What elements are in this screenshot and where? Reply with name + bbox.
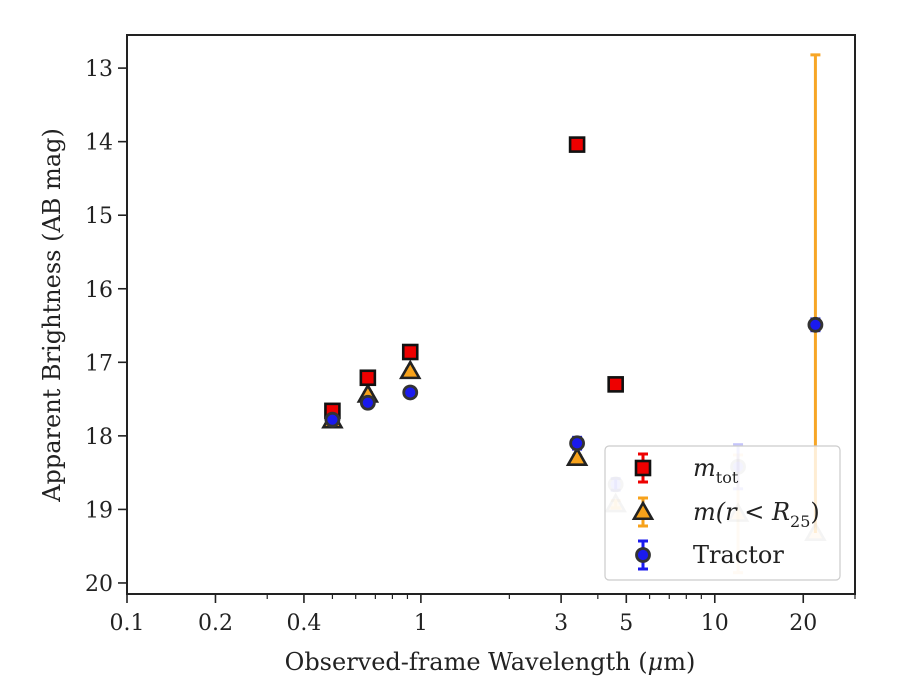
data-point-m_tot: [401, 343, 419, 361]
x-tick-label: 5: [619, 611, 633, 636]
marker-circle: [402, 384, 419, 401]
x-axis-ticks: 0.1 0.2 0.4 1 3 5 10 20: [110, 594, 856, 636]
marker-square: [568, 136, 586, 153]
legend-marker-m_tot: [634, 459, 652, 477]
y-tick-label: 20: [85, 572, 113, 597]
data-point-tractor: [402, 384, 419, 401]
legend-label-m-tot: mtot: [693, 454, 739, 487]
marker-circle: [359, 394, 376, 411]
legend-label-tractor: Tractor: [693, 541, 784, 569]
y-tick-label: 18: [85, 425, 113, 450]
legend-marker-m_r25: [631, 500, 655, 521]
legend-markers: [631, 452, 655, 571]
data-point-tractor: [359, 394, 376, 411]
legend-box: [604, 445, 841, 581]
data-point-m_r25: [565, 446, 589, 466]
x-axis-label: Observed-frame Wavelength (μm): [285, 648, 696, 676]
x-tick-label: 0.4: [286, 611, 321, 636]
data-point-m_r25: [399, 359, 422, 380]
marker-triangle: [399, 359, 422, 380]
y-tick-label: 15: [85, 204, 113, 229]
x-tick-label: 3: [554, 611, 568, 636]
data-point-tractor: [807, 316, 824, 333]
marker-triangle: [565, 446, 589, 466]
marker-square: [359, 369, 377, 387]
data-point-m_tot: [359, 369, 377, 387]
x-tick-label: 0.1: [110, 611, 145, 636]
y-tick-label: 19: [85, 498, 113, 523]
x-tick-label: 1: [414, 611, 428, 636]
y-tick-label: 13: [85, 57, 113, 82]
marker-circle: [635, 547, 651, 563]
y-tick-label: 17: [85, 351, 113, 376]
x-tick-label: 20: [789, 611, 817, 636]
data-point-m_tot: [568, 136, 586, 153]
y-tick-label: 16: [85, 278, 113, 303]
data-point-m_tot: [607, 376, 624, 393]
marker-circle: [807, 316, 824, 333]
legend: mtot m(r < R25) Tractor: [604, 445, 841, 581]
x-tick-label: 0.2: [198, 611, 233, 636]
marker-circle: [569, 435, 585, 452]
data-point-tractor: [324, 411, 341, 428]
y-axis-label: Apparent Brightness (AB mag): [38, 128, 66, 503]
x-tick-label: 10: [701, 611, 729, 636]
marker-square: [607, 376, 624, 393]
marker-square: [401, 343, 419, 361]
marker-triangle: [631, 500, 655, 521]
legend-marker-tractor: [635, 547, 651, 563]
marker-circle: [324, 411, 341, 428]
marker-square: [634, 459, 652, 477]
legend-label-m-r25: m(r < R25): [693, 498, 820, 531]
y-axis-ticks: 13 14 15 16 17 18 19 20: [85, 57, 127, 597]
plot-frame: [126, 34, 856, 595]
y-tick-label: 14: [85, 131, 113, 156]
data-point-tractor: [569, 435, 585, 452]
